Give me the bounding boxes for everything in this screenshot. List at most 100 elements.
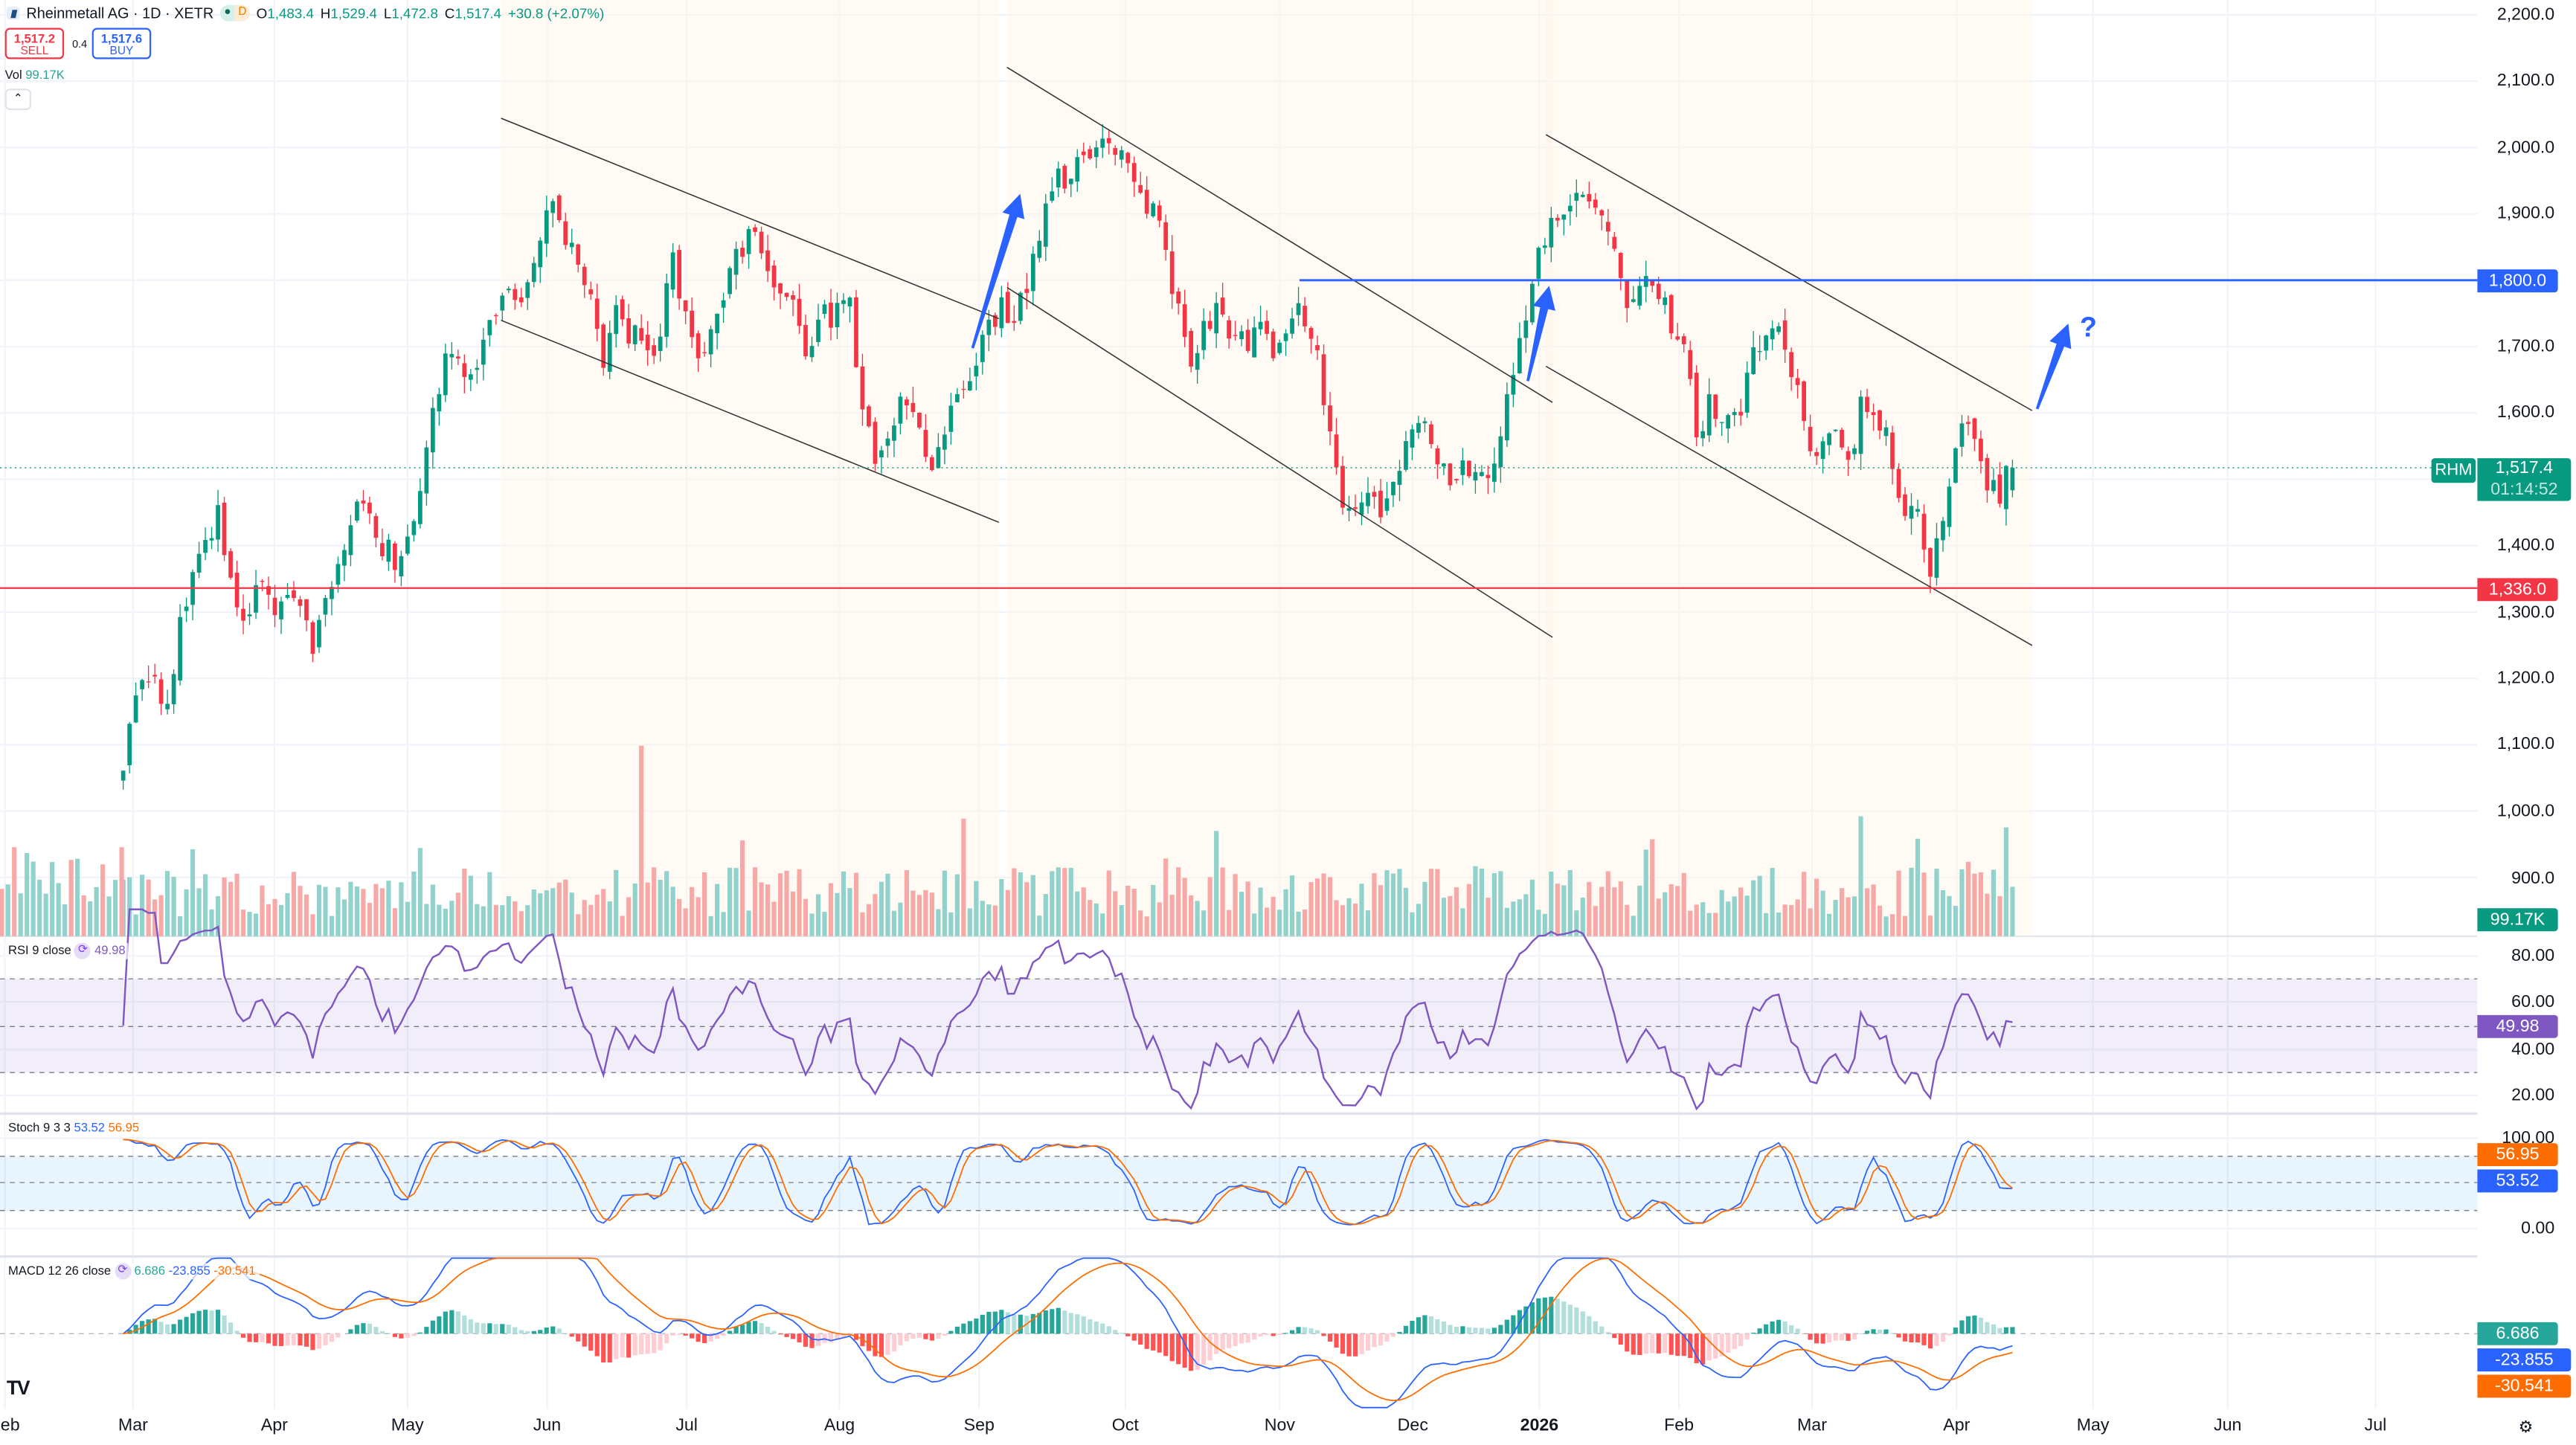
candle-body xyxy=(437,393,442,412)
chart-canvas[interactable] xyxy=(0,0,2478,1409)
candle xyxy=(1214,292,1219,349)
candle xyxy=(1277,339,1282,355)
volume-bar xyxy=(1498,871,1503,936)
candle-body xyxy=(518,297,524,303)
candle-body xyxy=(361,501,366,504)
macd-hist-bar xyxy=(1435,1319,1440,1334)
candle-body xyxy=(1106,138,1111,144)
volume-bar xyxy=(1864,888,1870,936)
volume-bar xyxy=(354,886,360,936)
price-tick: 1,400.0 xyxy=(2496,535,2555,556)
volume-bar xyxy=(1100,913,1105,936)
volume-bar xyxy=(961,818,966,936)
stoch-legend[interactable]: Stoch 9 3 3 53.52 56.95 xyxy=(4,1120,143,1136)
time-axis-label: Oct xyxy=(1111,1415,1139,1436)
candle xyxy=(1555,214,1560,228)
volume-bar xyxy=(1663,892,1668,936)
volume-bar xyxy=(1460,908,1465,936)
candle-body xyxy=(399,556,404,577)
market-status-pill[interactable]: ● D xyxy=(220,4,250,22)
refresh-icon[interactable]: ⟳ xyxy=(74,942,91,959)
volume-bar xyxy=(752,867,758,936)
sell-button[interactable]: 1,517.2 SELL xyxy=(4,28,65,59)
candle xyxy=(1542,237,1547,254)
candle-body xyxy=(1637,286,1642,306)
candle xyxy=(803,314,808,360)
candle xyxy=(1144,176,1149,219)
candle-body xyxy=(1308,328,1314,339)
volume-bar xyxy=(1902,915,1908,936)
volume-bar xyxy=(1814,878,1819,936)
candle xyxy=(1764,335,1769,360)
volume-bar xyxy=(841,871,847,936)
macd-hist-bar xyxy=(1012,1314,1017,1334)
volume-bar xyxy=(12,847,17,936)
candle-body xyxy=(1391,481,1395,495)
macd-hist-bar xyxy=(1972,1315,1977,1334)
candle xyxy=(961,380,966,399)
candle-body xyxy=(829,302,833,328)
candle-body xyxy=(1738,411,1744,416)
macd-hist-bar xyxy=(1043,1310,1048,1334)
macd-hist-bar xyxy=(1668,1333,1674,1355)
candle xyxy=(1953,447,1958,484)
volume-bar xyxy=(784,870,789,936)
candle xyxy=(2004,465,2008,526)
candle-body xyxy=(1467,460,1471,477)
collapse-legend-button[interactable]: ⌃ xyxy=(4,88,31,110)
symbol-title[interactable]: Rheinmetall AG · 1D · XETR xyxy=(26,4,214,22)
price-tick: 2,100.0 xyxy=(2496,71,2555,91)
macd-hist-bar xyxy=(1511,1315,1516,1334)
candle xyxy=(1972,417,1977,451)
macd-hist-bar xyxy=(2010,1327,2015,1334)
candle xyxy=(1700,420,1706,447)
macd-hist-bar xyxy=(1068,1313,1073,1334)
macd-hist-bar xyxy=(1088,1319,1093,1334)
refresh-icon[interactable]: ⟳ xyxy=(114,1263,131,1280)
volume-bar xyxy=(1523,894,1529,936)
rsi-legend[interactable]: RSI 9 close ⟳ 49.98 xyxy=(4,942,129,959)
candle xyxy=(576,243,581,273)
candle-body xyxy=(1561,214,1567,220)
tradingview-logo-icon[interactable]: TV xyxy=(6,1376,30,1400)
volume-bar xyxy=(1195,901,1200,936)
candle xyxy=(1169,235,1175,309)
macd-hist-bar xyxy=(354,1325,360,1334)
candle-body xyxy=(1706,394,1712,436)
candle xyxy=(1782,309,1788,364)
candle-body xyxy=(614,305,619,335)
macd-hist-bar xyxy=(1555,1298,1560,1334)
channel-1-lower-line xyxy=(501,319,1000,524)
macd-hist-bar xyxy=(1820,1333,1825,1344)
candle xyxy=(1732,408,1737,427)
volume-bar xyxy=(367,902,373,936)
candle-body xyxy=(1207,321,1212,329)
volume-bar xyxy=(18,893,23,936)
candle xyxy=(1239,325,1244,347)
volume-bar xyxy=(361,889,366,936)
volume-bar xyxy=(240,910,246,936)
volume-bar xyxy=(1713,913,1718,936)
macd-hist-bar xyxy=(784,1333,789,1337)
candle xyxy=(1751,331,1756,376)
macd-hist-bar xyxy=(1726,1333,1731,1354)
volume-bar xyxy=(1517,899,1522,936)
candle-body xyxy=(1802,381,1806,422)
settings-gear-icon[interactable]: ⚙ xyxy=(2518,1419,2534,1438)
candle xyxy=(1473,463,1478,494)
candle-body xyxy=(468,374,473,380)
macd-hist-bar xyxy=(1340,1333,1346,1354)
macd-legend[interactable]: MACD 12 26 close ⟳ 6.686 -23.855 -30.541 xyxy=(4,1263,259,1280)
candle-body xyxy=(1056,168,1061,188)
candle-body xyxy=(1397,471,1402,485)
time-axis-label: May xyxy=(391,1415,424,1436)
volume-bar xyxy=(1959,869,1965,936)
volume-bar xyxy=(455,892,460,936)
time-axis-label: Apr xyxy=(260,1415,288,1436)
candle xyxy=(1903,486,1907,521)
candle xyxy=(317,614,321,653)
volume-bar xyxy=(1795,899,1800,936)
buy-button[interactable]: 1,517.6 BUY xyxy=(91,28,152,59)
arrow-up-icon xyxy=(971,193,1025,349)
candle xyxy=(670,243,675,298)
